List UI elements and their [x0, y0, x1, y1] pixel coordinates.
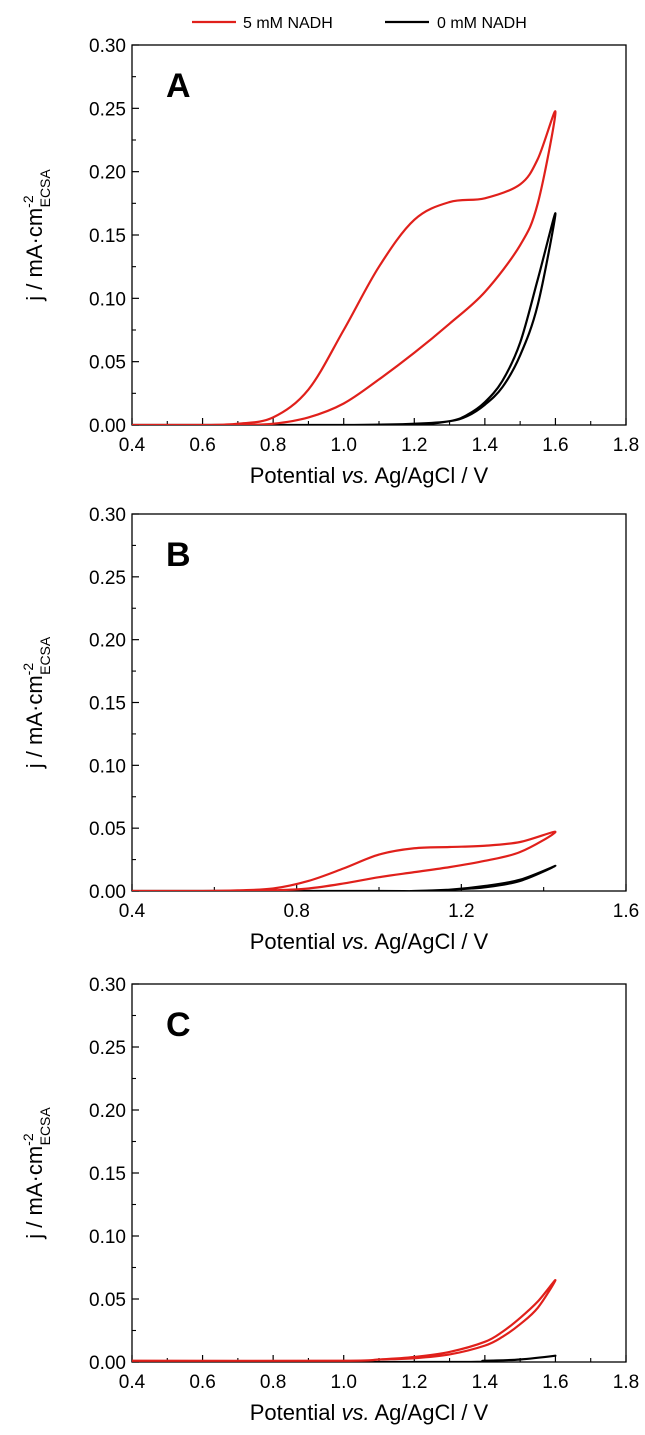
legend: 5 mM NADH 0 mM NADH — [192, 15, 527, 32]
y-tick-label: 0.30 — [89, 975, 126, 996]
x-tick-label: 0.6 — [189, 1372, 215, 1393]
x-tick-label: 1.2 — [401, 435, 427, 456]
x-tick-label: 1.2 — [448, 901, 474, 922]
series-line-5-mm-nadh — [132, 110, 557, 425]
x-tick-label: 0.4 — [119, 901, 146, 922]
y-tick-label: 0.00 — [89, 416, 126, 437]
y-axis-label-main: j / mA·cm — [22, 208, 47, 302]
x-tick-label: 1.0 — [331, 1372, 357, 1393]
y-tick-label: 0.25 — [89, 1038, 126, 1059]
y-axis-label: j / mA·cm-2ECSA — [20, 169, 53, 302]
y-axis-label-sup: -2 — [20, 195, 36, 208]
y-tick-label: 0.20 — [89, 163, 126, 184]
panel-B: 0.00 0.05 0.10 0.15 0.20 0.25 0.30 0.4 0.8 1.2 1.6… — [20, 505, 639, 954]
y-axis-label-sup: -2 — [20, 663, 36, 676]
y-tick-label: 0.25 — [89, 99, 126, 120]
x-tick-label: 1.6 — [542, 435, 568, 456]
panel-C: 0.00 0.05 0.10 0.15 0.20 0.25 0.30 0.4 0.6 0.8 1.0… — [20, 975, 639, 1425]
panels: 0.00 0.05 0.10 0.15 0.20 0.25 0.30 0.4 0.6 0.8 1.0… — [20, 36, 639, 1425]
x-axis-label: Potential vs. Ag/AgCl / V — [250, 463, 489, 488]
y-tick-label: 0.20 — [89, 1101, 126, 1122]
y-axis-label-sub: ECSA — [37, 169, 53, 208]
x-axis-label-post: Ag/AgCl / V — [370, 929, 489, 954]
x-axis-label-em: vs. — [341, 463, 369, 488]
y-axis-label-main: j / mA·cm — [22, 1146, 47, 1240]
plot-frame — [131, 983, 627, 1363]
x-axis-label-pre: Potential — [250, 463, 342, 488]
x-tick-label: 0.8 — [283, 901, 309, 922]
x-tick-label: 0.4 — [119, 1372, 146, 1393]
x-tick-label: 1.4 — [472, 1372, 499, 1393]
y-tick-label: 0.05 — [89, 1290, 126, 1311]
legend-label-0: 5 mM NADH — [243, 15, 333, 32]
x-axis-label-em: vs. — [341, 929, 369, 954]
x-axis-label-pre: Potential — [250, 1400, 342, 1425]
y-tick-label: 0.30 — [89, 505, 126, 526]
y-axis-label-sub: ECSA — [37, 636, 53, 675]
x-tick-label: 1.4 — [472, 435, 499, 456]
y-axis-label: j / mA·cm-2ECSA — [20, 1107, 53, 1240]
y-tick-label: 0.10 — [89, 289, 126, 310]
y-tick-label: 0.25 — [89, 568, 126, 589]
y-tick-label: 0.05 — [89, 819, 126, 840]
x-tick-label: 1.2 — [401, 1372, 427, 1393]
y-tick-label: 0.10 — [89, 756, 126, 777]
series-line-5-mm-nadh — [132, 1278, 557, 1362]
y-tick-label: 0.05 — [89, 353, 126, 374]
y-tick-label: 0.00 — [89, 1353, 126, 1374]
y-tick-label: 0.15 — [89, 1164, 126, 1185]
y-tick-label: 0.15 — [89, 694, 126, 715]
y-axis-label: j / mA·cm-2ECSA — [20, 636, 53, 769]
y-tick-label: 0.00 — [89, 882, 126, 903]
x-axis-label-pre: Potential — [250, 929, 342, 954]
series-line-0-mm-nadh — [132, 212, 557, 425]
y-tick-label: 0.10 — [89, 1227, 126, 1248]
y-tick-label: 0.20 — [89, 631, 126, 652]
panel-letter: A — [166, 67, 191, 105]
x-tick-label: 0.6 — [189, 435, 215, 456]
x-tick-label: 1.6 — [613, 901, 639, 922]
x-tick-label: 1.8 — [613, 1372, 639, 1393]
x-tick-label: 0.4 — [119, 435, 146, 456]
y-tick-label: 0.15 — [89, 226, 126, 247]
x-axis-label: Potential vs. Ag/AgCl / V — [250, 929, 489, 954]
x-tick-label: 0.8 — [260, 435, 286, 456]
panel-letter: B — [166, 536, 191, 574]
x-tick-label: 1.6 — [542, 1372, 568, 1393]
x-axis-label-em: vs. — [341, 1400, 369, 1425]
y-axis-label-main: j / mA·cm — [22, 675, 47, 769]
x-axis-label: Potential vs. Ag/AgCl / V — [250, 1400, 489, 1425]
legend-label-1: 0 mM NADH — [437, 15, 527, 32]
panel-A: 0.00 0.05 0.10 0.15 0.20 0.25 0.30 0.4 0.6 0.8 1.0… — [20, 36, 639, 488]
y-axis-label-sup: -2 — [20, 1133, 36, 1146]
x-axis-label-post: Ag/AgCl / V — [370, 463, 489, 488]
y-axis-label-sub: ECSA — [37, 1107, 53, 1146]
x-tick-label: 1.8 — [613, 435, 639, 456]
series-line-0-mm-nadh — [132, 864, 557, 891]
panel-letter: C — [166, 1006, 191, 1044]
series-group — [132, 830, 557, 891]
y-tick-label: 0.30 — [89, 36, 126, 57]
x-tick-label: 1.0 — [331, 435, 357, 456]
x-tick-label: 0.8 — [260, 1372, 286, 1393]
series-group — [132, 110, 557, 425]
series-group — [132, 1278, 557, 1362]
series-line-5-mm-nadh — [132, 830, 557, 891]
x-axis-label-post: Ag/AgCl / V — [370, 1400, 489, 1425]
series-line-0-mm-nadh — [132, 1354, 557, 1362]
